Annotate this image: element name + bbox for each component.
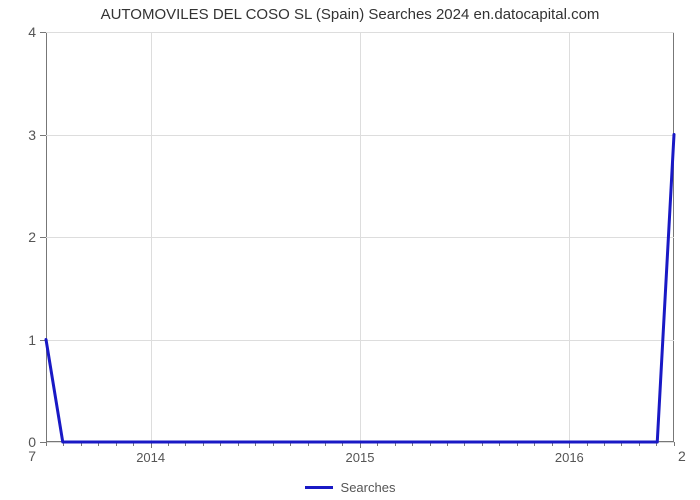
- y-tick-label: 1: [28, 332, 46, 348]
- series-line: [46, 32, 674, 442]
- chart-container: AUTOMOVILES DEL COSO SL (Spain) Searches…: [0, 0, 700, 500]
- x-minor-tick-mark: [46, 442, 47, 446]
- x-tick-label: 2014: [136, 442, 165, 465]
- corner-right-label: 2: [674, 442, 686, 464]
- x-tick-label: 2015: [346, 442, 375, 465]
- y-tick-label: 2: [28, 229, 46, 245]
- plot-area: 0123420142015201672: [46, 32, 674, 442]
- x-tick-label: 2016: [555, 442, 584, 465]
- corner-left-label: 7: [28, 442, 46, 464]
- legend: Searches: [0, 476, 700, 495]
- y-tick-label: 4: [28, 24, 46, 40]
- chart-title: AUTOMOVILES DEL COSO SL (Spain) Searches…: [0, 6, 700, 23]
- legend-swatch: [305, 486, 333, 489]
- legend-label: Searches: [341, 480, 396, 495]
- y-tick-label: 3: [28, 127, 46, 143]
- legend-item: Searches: [305, 480, 396, 495]
